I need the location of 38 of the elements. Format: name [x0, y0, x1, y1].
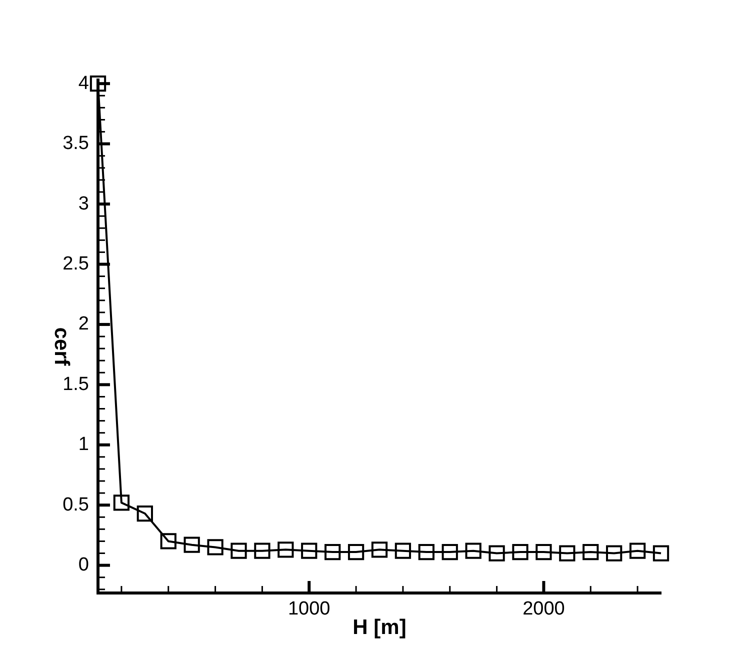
point: [442, 544, 458, 560]
point: [348, 544, 364, 560]
point: [559, 545, 576, 562]
y-tick-label: 2: [78, 314, 89, 335]
point: [160, 533, 176, 550]
x-tick-label: 2000: [522, 598, 565, 620]
point: [184, 536, 200, 553]
point: [629, 542, 646, 559]
point: [582, 544, 599, 560]
y-tick-label: 3: [78, 193, 89, 214]
point: [254, 542, 270, 559]
point: [652, 545, 670, 562]
x-tick-label: 1000: [288, 598, 330, 620]
point: [136, 505, 153, 522]
point: [230, 542, 247, 559]
point: [536, 544, 552, 560]
point: [324, 544, 341, 560]
point: [113, 494, 130, 511]
point: [394, 542, 412, 559]
y-tick-label: 1: [78, 434, 89, 456]
y-tick-label: 2.5: [62, 253, 89, 274]
point: [371, 542, 388, 558]
y-tick-label: 0: [78, 554, 89, 576]
point: [90, 76, 106, 92]
point: [278, 542, 294, 558]
point: [512, 544, 528, 560]
point: [301, 542, 318, 559]
y-axis-title: cerf: [50, 327, 74, 367]
y-tick-label: 4: [78, 72, 90, 94]
point: [465, 542, 482, 559]
y-tick-label: 3.5: [62, 133, 89, 154]
point: [418, 544, 434, 560]
point: [488, 545, 505, 562]
point: [606, 545, 622, 562]
point: [207, 539, 224, 556]
x-axis-title: H [m]: [352, 616, 406, 640]
y-tick-label: 1.5: [62, 374, 89, 395]
y-tick-label: 0.5: [62, 494, 89, 516]
